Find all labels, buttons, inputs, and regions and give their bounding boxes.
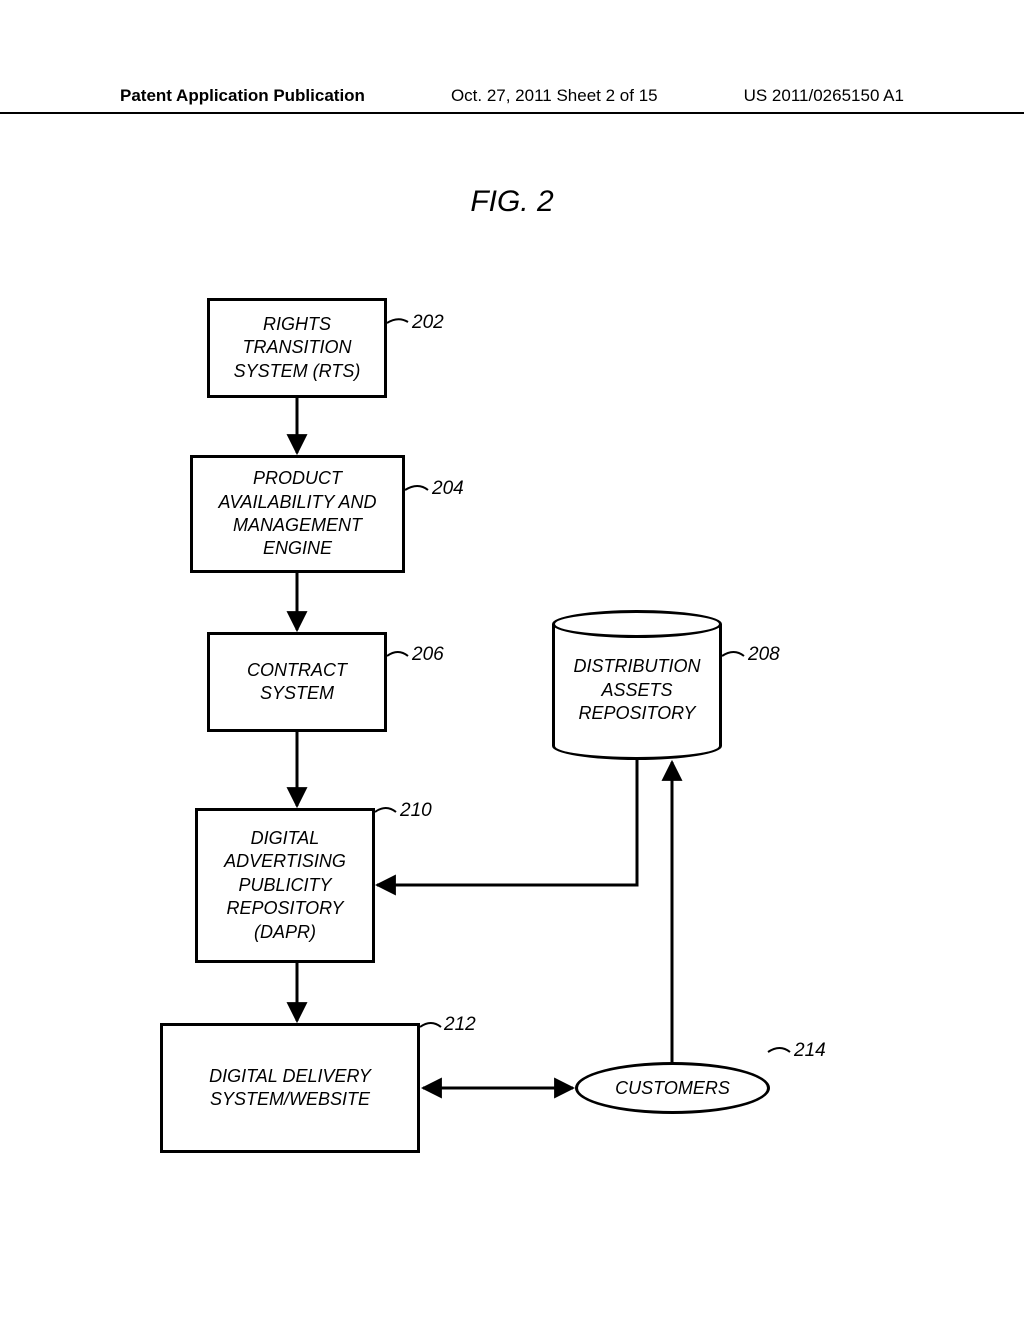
ref-label-dar: 208: [748, 644, 780, 666]
node-customers: CUSTOMERS: [575, 1062, 770, 1114]
diagram-canvas: RIGHTSTRANSITIONSYSTEM (RTS) 202 PRODUCT…: [0, 0, 1024, 1320]
ref-label-dds: 212: [444, 1014, 476, 1036]
connectors: [0, 0, 1024, 1320]
node-customers-label: CUSTOMERS: [615, 1078, 730, 1099]
node-rts: RIGHTSTRANSITIONSYSTEM (RTS): [207, 298, 387, 398]
ref-label-customers: 214: [794, 1040, 826, 1062]
cylinder-body: DISTRIBUTIONASSETSREPOSITORY: [552, 624, 722, 760]
node-pame: PRODUCTAVAILABILITY ANDMANAGEMENTENGINE: [190, 455, 405, 573]
ref-label-dapr: 210: [400, 800, 432, 822]
ref-label-pame: 204: [432, 478, 464, 500]
node-dds: DIGITAL DELIVERYSYSTEM/WEBSITE: [160, 1023, 420, 1153]
ref-label-rts: 202: [412, 312, 444, 334]
node-dapr: DIGITALADVERTISINGPUBLICITYREPOSITORY(DA…: [195, 808, 375, 963]
node-contract: CONTRACTSYSTEM: [207, 632, 387, 732]
cylinder-top: [552, 610, 722, 638]
ref-label-contract: 206: [412, 644, 444, 666]
node-dar-label: DISTRIBUTIONASSETSREPOSITORY: [573, 655, 700, 725]
node-dar: DISTRIBUTIONASSETSREPOSITORY: [552, 610, 722, 760]
